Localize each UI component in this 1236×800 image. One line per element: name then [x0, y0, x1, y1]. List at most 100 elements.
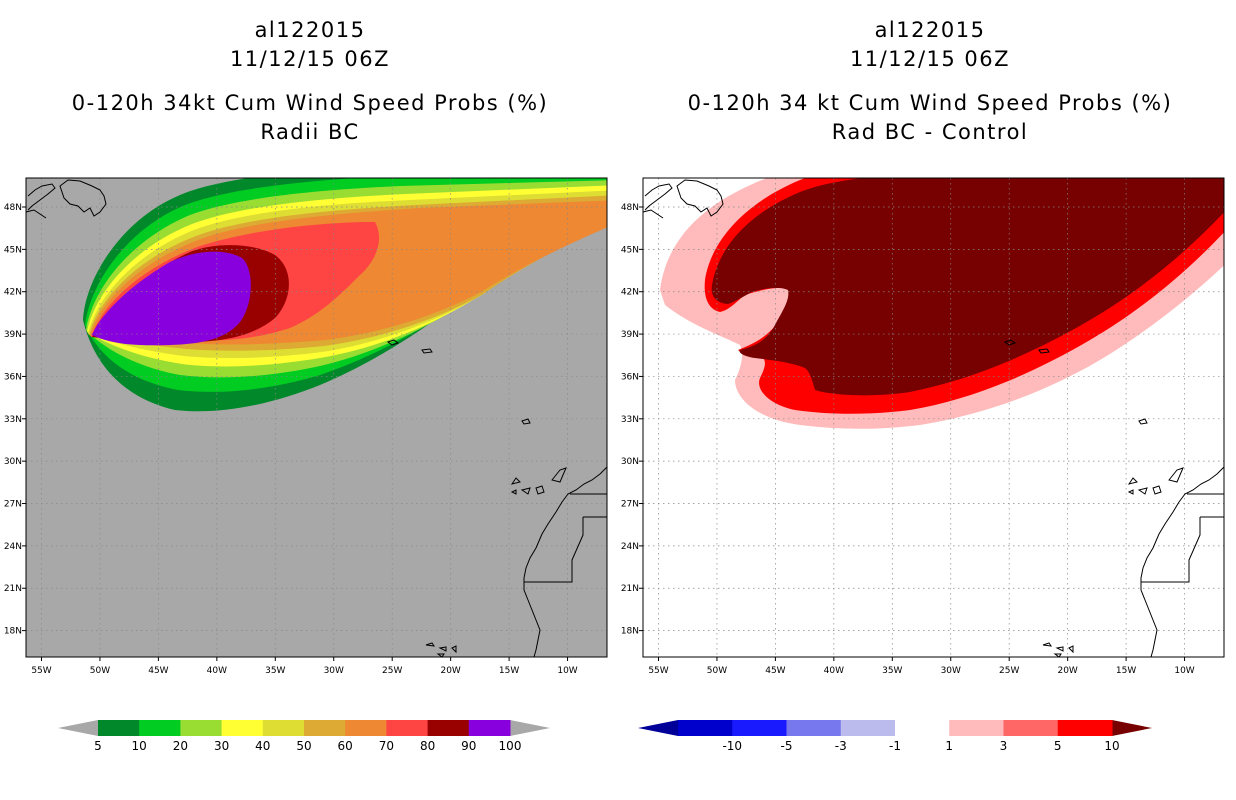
lon-label: 25W	[382, 666, 402, 676]
colorbar-low-end	[638, 720, 678, 736]
colorbar-high-end	[510, 720, 550, 736]
colorbar-label: 60	[338, 739, 353, 753]
left-probability-contours	[83, 178, 607, 412]
colorbar-swatch	[386, 720, 429, 736]
colorbar-swatch	[262, 720, 305, 736]
left-colorbar: 5 10 20 30 40 50 60 70 80 90 100	[58, 720, 550, 753]
coastline-madeira	[1138, 418, 1148, 425]
colorbar-swatch	[304, 720, 346, 736]
left-map: 55W 50W 45W 40W 35W 30W 25W 20W 15W 10W 48N 45N 42N 3…	[4, 177, 608, 676]
lon-label: 45W	[148, 666, 168, 676]
colorbar-label: 70	[379, 739, 394, 753]
lat-label: 27N	[4, 500, 22, 510]
lon-label: 20W	[440, 666, 460, 676]
contour-90pct	[92, 251, 251, 346]
right-datetime: 11/12/15 06Z	[849, 47, 1011, 71]
colorbar-swatch	[468, 720, 511, 736]
left-map-frame	[25, 177, 608, 658]
coastline-nova-scotia	[27, 183, 56, 211]
colorbar-label: 30	[214, 739, 229, 753]
lat-label: 48N	[4, 203, 22, 213]
coastline-cape-breton	[642, 209, 664, 219]
coastline-cape-verde	[425, 642, 457, 658]
right-product-title: 0-120h 34 kt Cum Wind Speed Probs (%)	[687, 91, 1173, 115]
lat-label: 33N	[621, 415, 639, 425]
right-map-axis-labels: 55W 50W 45W 40W 35W 30W 25W 20W 15W 10W 48N 45N 42N 3…	[621, 203, 1195, 676]
colorbar-swatch	[427, 720, 470, 736]
diff-contour-plus10	[711, 178, 1224, 396]
lat-label: 45N	[621, 245, 639, 255]
lon-label: 30W	[941, 666, 961, 676]
left-map-gridlines	[26, 178, 607, 657]
right-map-coastlines	[642, 179, 1225, 658]
colorbar-label: 20	[173, 739, 188, 753]
coastline-azores-east	[421, 348, 433, 354]
colorbar-swatch	[180, 720, 223, 736]
lat-label: 24N	[621, 542, 639, 552]
coastline-cape-breton	[25, 209, 47, 219]
colorbar-label: -1	[889, 739, 901, 753]
lat-label: 21N	[4, 584, 22, 594]
left-storm-id: al122015	[254, 18, 366, 42]
lon-label: 20W	[1057, 666, 1077, 676]
left-datetime: 11/12/15 06Z	[229, 47, 391, 71]
lon-label: 15W	[1116, 666, 1136, 676]
lat-label: 36N	[621, 372, 639, 382]
colorbar-label: -3	[835, 739, 847, 753]
colorbar-label: 50	[296, 739, 311, 753]
colorbar-swatch	[1057, 720, 1113, 736]
colorbar-swatch	[895, 720, 950, 736]
colorbar-swatch	[678, 720, 733, 736]
right-colorbar: -10 -5 -3 -1 1 3 5 10	[638, 720, 1152, 753]
colorbar-label: -10	[722, 739, 742, 753]
colorbar-high-end	[1112, 720, 1152, 736]
right-map-frame	[642, 177, 1225, 658]
coastline-newfoundland	[59, 179, 107, 217]
lon-label: 50W	[90, 666, 110, 676]
lat-label: 45N	[4, 245, 22, 255]
colorbar-swatch	[221, 720, 264, 736]
lon-label: 40W	[824, 666, 844, 676]
right-product-subtitle: Rad BC - Control	[831, 120, 1029, 144]
colorbar-swatch	[949, 720, 1004, 736]
colorbar-label: 10	[1104, 739, 1119, 753]
lat-label: 30N	[621, 457, 639, 467]
coastline-africa	[523, 466, 608, 658]
lon-label: 45W	[765, 666, 785, 676]
lon-label: 55W	[648, 666, 668, 676]
colorbar-swatch	[732, 720, 787, 736]
colorbar-label: 3	[1000, 739, 1008, 753]
colorbar-swatch	[139, 720, 181, 736]
coastline-africa	[1140, 466, 1225, 658]
colorbar-label: 1	[945, 739, 953, 753]
lat-label: 39N	[4, 330, 22, 340]
colorbar-low-end	[58, 720, 98, 736]
right-panel-title: al122015 11/12/15 06Z 0-120h 34 kt Cum W…	[645, 16, 1215, 147]
colorbar-swatch	[786, 720, 842, 736]
border-western-sahara	[1141, 493, 1224, 583]
right-storm-id: al122015	[874, 18, 986, 42]
left-map-axis-labels: 55W 50W 45W 40W 35W 30W 25W 20W 15W 10W 48N 45N 42N 3…	[4, 203, 578, 676]
lon-label: 40W	[207, 666, 227, 676]
lon-label: 15W	[499, 666, 519, 676]
colorbar-swatch	[840, 720, 896, 736]
right-map-gridlines	[643, 178, 1224, 657]
lat-label: 21N	[621, 584, 639, 594]
lat-label: 42N	[4, 288, 22, 298]
lon-label: 10W	[1174, 666, 1194, 676]
left-map-coastlines	[25, 179, 608, 658]
left-product-title: 0-120h 34kt Cum Wind Speed Probs (%)	[71, 91, 549, 115]
colorbar-label: 5	[94, 739, 102, 753]
colorbar-swatch	[345, 720, 387, 736]
lat-label: 39N	[621, 330, 639, 340]
lat-label: 48N	[621, 203, 639, 213]
lon-label: 30W	[324, 666, 344, 676]
lat-label: 42N	[621, 288, 639, 298]
left-product-subtitle: Radii BC	[260, 120, 360, 144]
lat-label: 36N	[4, 372, 22, 382]
colorbar-label: 100	[499, 739, 522, 753]
right-map: 55W 50W 45W 40W 35W 30W 25W 20W 15W 10W 48N 45N 42N 3…	[621, 177, 1225, 676]
left-panel-title: al122015 11/12/15 06Z 0-120h 34kt Cum Wi…	[30, 16, 590, 147]
lon-label: 25W	[999, 666, 1019, 676]
colorbar-label: 10	[132, 739, 147, 753]
